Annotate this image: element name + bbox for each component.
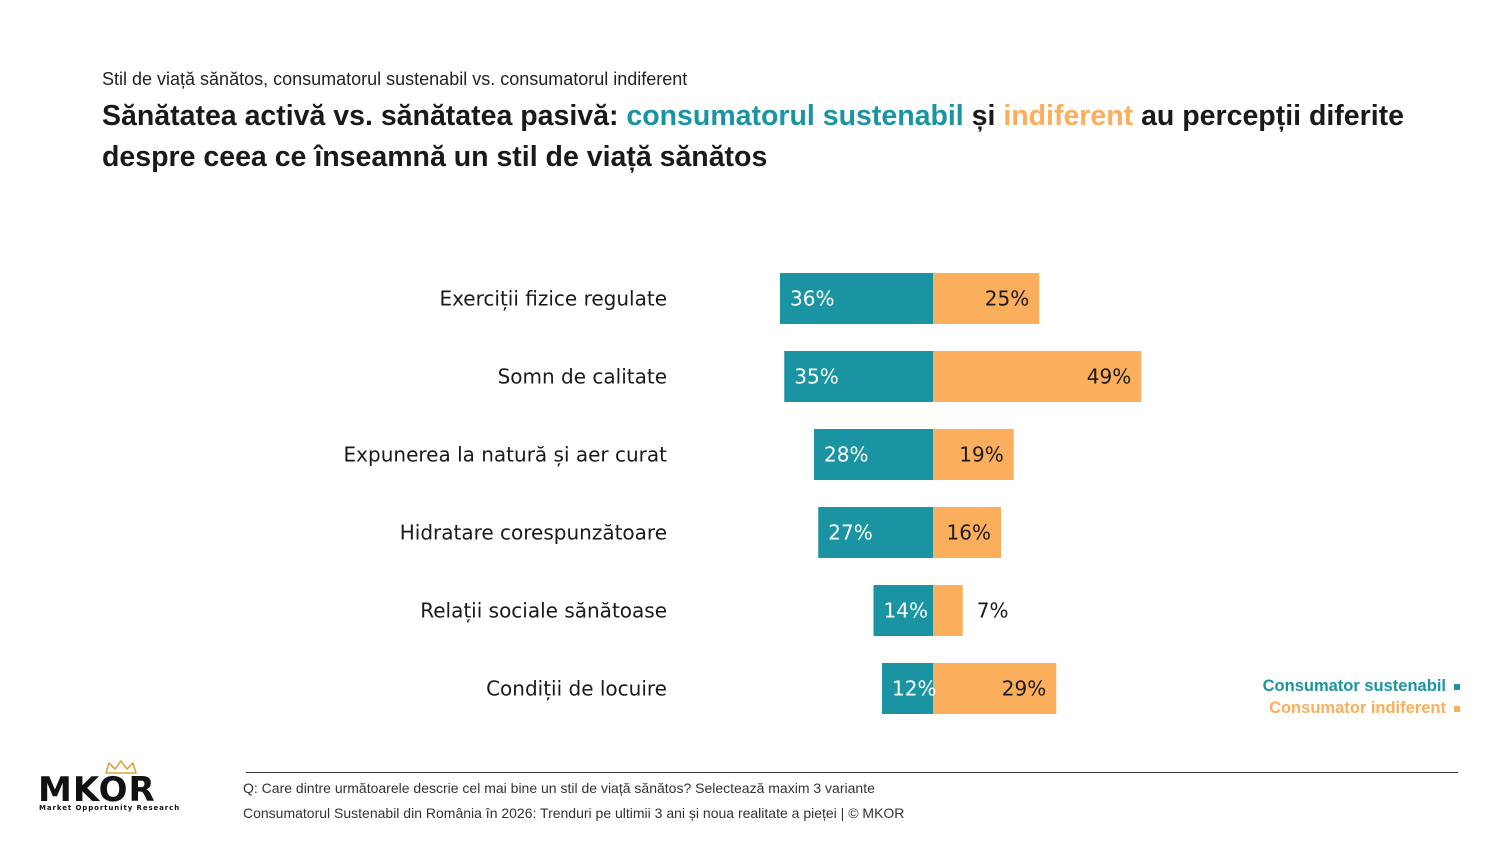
bar-sustainable bbox=[873, 585, 933, 636]
bar-sustainable bbox=[784, 351, 933, 402]
category-label: Relații sociale sănătoase bbox=[420, 599, 667, 623]
legend-swatch-sustainable bbox=[1454, 683, 1460, 690]
footnote-question: Q: Care dintre următoarele descrie cel m… bbox=[243, 780, 875, 796]
legend-item-indifferent: Consumator indiferent bbox=[1263, 697, 1460, 719]
bar-sustainable bbox=[818, 507, 933, 558]
mkor-logo: MKOR Market Opportunity Research bbox=[38, 760, 181, 820]
footnote-source: Consumatorul Sustenabil din România în 2… bbox=[243, 805, 905, 821]
legend-item-sustainable: Consumator sustenabil bbox=[1263, 675, 1460, 697]
category-label: Hidratare corespunzătoare bbox=[400, 521, 667, 545]
footer-divider bbox=[246, 772, 1458, 773]
title-part-1: Sănătatea activă vs. sănătatea pasivă: bbox=[102, 100, 627, 132]
category-label: Expunerea la natură și aer curat bbox=[344, 443, 668, 467]
title-part-3: au percepții diferite despre ceea ce îns… bbox=[102, 100, 1404, 173]
data-label-indifferent: 29% bbox=[1002, 677, 1046, 701]
bar-indifferent bbox=[933, 351, 1142, 402]
logo-wordmark: MKOR bbox=[38, 770, 156, 810]
title-highlight-sustainable: consumatorul sustenabil bbox=[626, 100, 964, 132]
title-part-2: și bbox=[963, 100, 1004, 132]
data-label-sustainable: 14% bbox=[884, 599, 928, 623]
bar-indifferent bbox=[933, 663, 1057, 714]
data-label-indifferent: 49% bbox=[1087, 365, 1131, 389]
crown-icon bbox=[105, 760, 137, 774]
legend-label-sustainable: Consumator sustenabil bbox=[1262, 677, 1446, 695]
bar-sustainable bbox=[882, 663, 933, 714]
category-label: Somn de calitate bbox=[498, 365, 667, 389]
logo-tagline: Market Opportunity Research bbox=[39, 804, 181, 812]
bar-sustainable bbox=[780, 273, 933, 324]
bar-indifferent bbox=[933, 429, 1014, 480]
page-kicker: Stil de viață sănătos, consumatorul sust… bbox=[102, 69, 688, 89]
category-label: Condiții de locuire bbox=[486, 677, 667, 701]
bar-indifferent bbox=[933, 273, 1040, 324]
data-label-indifferent: 16% bbox=[947, 521, 991, 545]
page-title: Sănătatea activă vs. sănătatea pasivă: c… bbox=[102, 96, 1472, 178]
bar-indifferent bbox=[933, 585, 963, 636]
data-label-indifferent: 19% bbox=[959, 443, 1003, 467]
chart-legend: Consumator sustenabil Consumator indifer… bbox=[1263, 675, 1460, 719]
data-label-sustainable: 28% bbox=[824, 443, 868, 467]
bar-sustainable bbox=[814, 429, 933, 480]
legend-swatch-indifferent bbox=[1454, 705, 1460, 712]
data-label-sustainable: 36% bbox=[790, 287, 834, 311]
data-label-sustainable: 35% bbox=[794, 365, 838, 389]
data-label-sustainable: 27% bbox=[828, 521, 872, 545]
legend-label-indifferent: Consumator indiferent bbox=[1269, 699, 1446, 717]
title-highlight-indifferent: indiferent bbox=[1003, 100, 1134, 132]
data-label-indifferent: 25% bbox=[985, 287, 1029, 311]
bar-indifferent bbox=[933, 507, 1001, 558]
data-label-sustainable: 12% bbox=[892, 677, 936, 701]
data-label-indifferent: 7% bbox=[977, 599, 1009, 623]
category-label: Exerciții fizice regulate bbox=[439, 287, 667, 311]
